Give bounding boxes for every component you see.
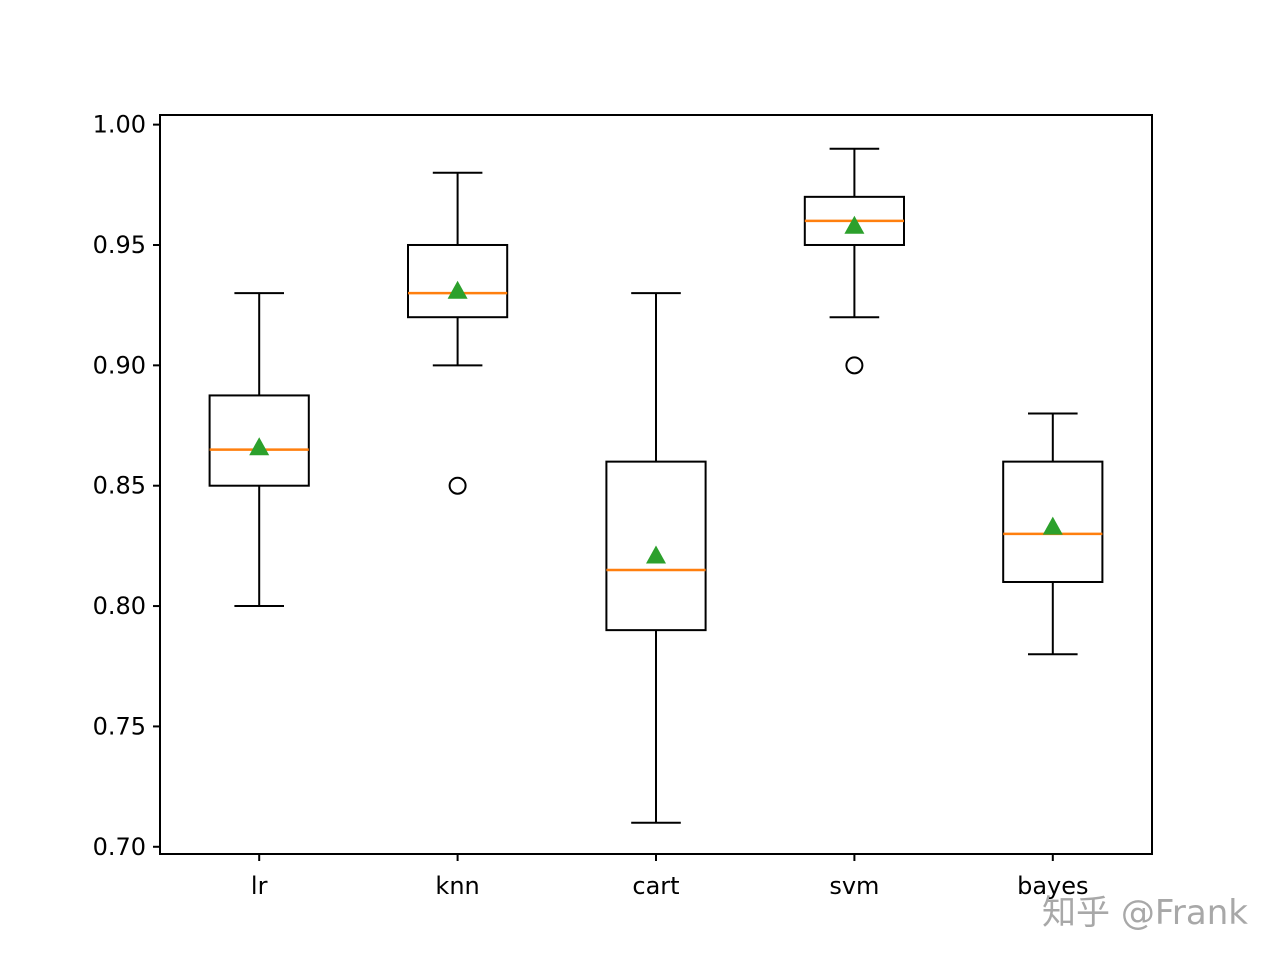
boxes-group bbox=[208, 147, 1104, 824]
box-bayes bbox=[1002, 412, 1104, 656]
y-axis: 0.70 0.75 0.80 0.85 0.90 0.95 1.00 bbox=[93, 111, 160, 861]
y-tick-label: 0.80 bbox=[93, 592, 146, 620]
y-tick-label: 0.85 bbox=[93, 472, 146, 500]
mean-marker bbox=[646, 545, 666, 564]
box-iqr bbox=[208, 394, 310, 487]
outlier-point bbox=[448, 476, 467, 495]
mean-marker bbox=[249, 437, 270, 456]
y-tick-label: 1.00 bbox=[93, 111, 146, 139]
box-svm bbox=[803, 147, 905, 375]
box-knn bbox=[407, 171, 509, 495]
box-iqr bbox=[1002, 460, 1104, 583]
outlier-point bbox=[845, 356, 864, 375]
x-tick-label: cart bbox=[632, 872, 679, 900]
box-iqr bbox=[407, 243, 509, 319]
x-axis: lr knn cart svm bayes bbox=[251, 854, 1089, 900]
box-lr bbox=[208, 292, 310, 608]
box-iqr bbox=[605, 460, 707, 632]
x-tick-label: svm bbox=[829, 872, 879, 900]
box-cart bbox=[605, 292, 707, 824]
x-tick-label: bayes bbox=[1017, 872, 1088, 900]
mean-marker bbox=[447, 280, 468, 299]
y-tick-label: 0.90 bbox=[93, 351, 146, 379]
mean-marker bbox=[844, 215, 865, 234]
x-tick-label: lr bbox=[251, 872, 268, 900]
y-tick-label: 0.95 bbox=[93, 231, 146, 259]
mean-marker bbox=[1042, 516, 1063, 535]
y-tick-label: 0.75 bbox=[93, 712, 146, 740]
y-tick-label: 0.70 bbox=[93, 833, 146, 861]
x-tick-label: knn bbox=[435, 872, 479, 900]
watermark: 知乎 @Frank bbox=[1042, 893, 1248, 933]
